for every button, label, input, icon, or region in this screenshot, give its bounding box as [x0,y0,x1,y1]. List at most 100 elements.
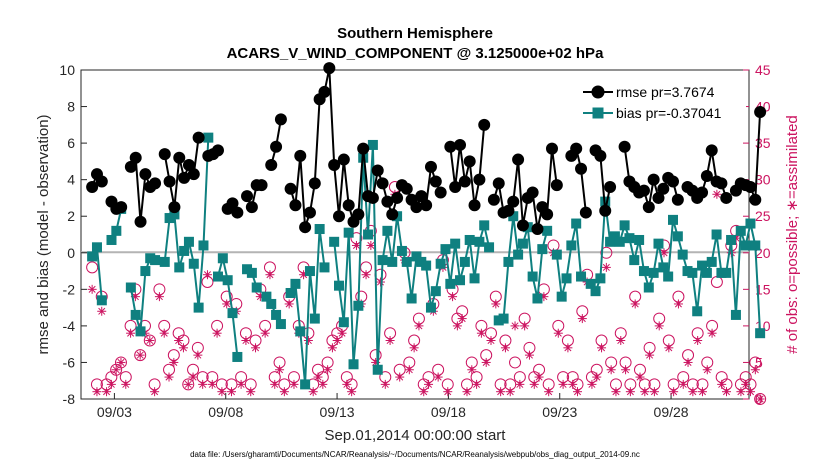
y-right-tick-label: 30 [755,172,771,188]
rmse-point [284,182,297,195]
rmse-point [487,193,500,206]
assimilated-obs-point [116,357,126,367]
bias-point [140,266,151,277]
rmse-point [444,140,457,153]
assimilated-obs-point [640,387,650,397]
assimilated-obs-point [669,387,679,397]
rmse-point [139,168,152,181]
rmse-point [507,195,520,208]
bias-point [638,266,649,277]
bias-point [372,364,383,375]
rmse-point [270,140,283,153]
rmse-point [241,190,254,203]
bias-point [353,300,364,311]
rmse-point [424,160,437,173]
bias-point [701,267,712,278]
rmse-point [618,140,631,153]
rmse-point [415,190,428,203]
bias-point [706,256,717,267]
bias-point [624,233,635,244]
assimilated-obs-point [678,379,688,389]
rmse-point [570,142,583,155]
bias-point [309,313,320,324]
bias-point [179,245,190,256]
possible-obs-point [509,356,522,369]
bias-point [566,240,577,251]
rmse-point [328,159,341,172]
assimilated-obs-point [688,387,698,397]
assimilated-obs-point [573,387,583,397]
assimilated-obs-point [241,336,251,346]
assimilated-obs-point [635,372,645,382]
bias-point [687,267,698,278]
assimilated-obs-point [621,365,631,375]
rmse-point [696,186,709,199]
bias-point [169,209,180,220]
bias-point [576,271,587,282]
rmse-point [391,191,404,204]
bias-point [484,242,495,253]
assimilated-obs-point [375,277,385,287]
bias-point [435,258,446,269]
rmse-point [545,142,558,155]
rmse-point [434,186,447,199]
bias-point [653,238,664,249]
x-tick-label: 09/18 [431,404,466,420]
assimilated-obs-point [289,379,299,389]
assimilated-obs-point [284,299,294,309]
bias-point [251,282,262,293]
assimilated-obs-point [606,365,616,375]
assimilated-obs-point [332,336,342,346]
assimilated-obs-point [183,379,193,389]
rmse-point [454,138,467,151]
assimilated-obs-point [505,387,515,397]
assimilated-obs-point [529,379,539,389]
bias-point [721,267,732,278]
rmse-point [531,223,544,236]
assimilated-obs-point [318,379,328,389]
bias-point [377,255,388,266]
rmse-point [231,206,244,219]
assimilated-obs-point [611,387,621,397]
assimilated-obs-point [154,292,164,302]
assimilated-obs-point [563,343,573,353]
bias-point [532,293,543,304]
rmse-point [366,191,379,204]
assimilated-obs-point [457,314,467,324]
rmse-point [289,199,302,212]
rmse-point [594,149,607,162]
assimilated-obs-point [587,379,597,389]
x-tick-label: 09/08 [208,404,243,420]
rmse-point [308,177,321,190]
assimilated-obs-point [404,365,414,375]
x-axis-ticks: 09/03 09/08 09/13 09/18 09/23 09/28 [97,393,689,420]
bias-point [406,293,417,304]
bias-point [450,238,461,249]
bias-point [692,306,703,317]
assimilated-obs-point [467,365,477,375]
rmse-point [352,208,365,221]
bias-point [421,260,432,271]
bias-point [726,234,737,245]
bias-point [474,236,485,247]
possible-obs-point [600,246,613,259]
bias-point [755,328,766,339]
bias-point [551,249,562,260]
bias-point [271,309,282,320]
assimilated-obs-point [323,365,333,375]
bias-point [697,260,708,271]
bias-point [455,275,466,286]
bias-point [571,218,582,229]
possible-obs-point [754,393,767,405]
y-left-tick-label: -2 [63,281,76,297]
bias-point [609,231,620,242]
rmse-point [541,208,554,221]
assimilated-obs-point [409,343,419,353]
rmse-point [604,180,617,193]
rmse-point [381,195,394,208]
rmse-point [400,182,413,195]
rmse-point [115,201,128,214]
bias-point [590,286,601,297]
assimilated-obs-point [721,387,731,397]
rmse-point [371,164,384,177]
